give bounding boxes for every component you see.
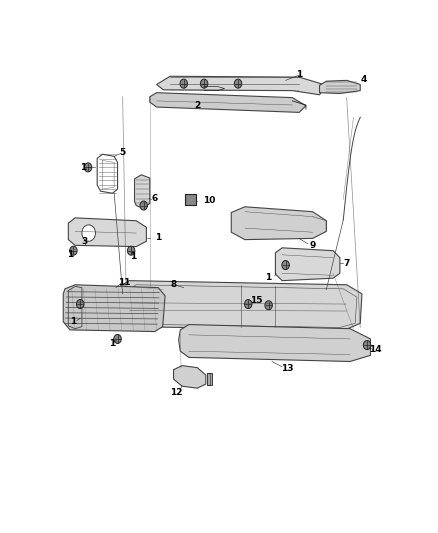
- Circle shape: [244, 300, 252, 309]
- Circle shape: [70, 246, 77, 255]
- Text: 10: 10: [203, 196, 215, 205]
- Text: 9: 9: [310, 241, 316, 250]
- Circle shape: [200, 79, 208, 88]
- Polygon shape: [276, 248, 340, 281]
- Circle shape: [282, 261, 290, 270]
- Text: 1: 1: [67, 251, 73, 259]
- Polygon shape: [150, 93, 306, 112]
- Text: 13: 13: [281, 364, 293, 373]
- Text: 15: 15: [251, 296, 263, 305]
- Circle shape: [82, 225, 95, 241]
- Polygon shape: [231, 207, 326, 240]
- Text: 1: 1: [70, 317, 77, 326]
- Polygon shape: [63, 285, 165, 332]
- Bar: [185, 195, 196, 205]
- Text: 14: 14: [369, 345, 382, 354]
- Polygon shape: [156, 76, 326, 95]
- Text: 1: 1: [155, 233, 162, 242]
- Circle shape: [363, 341, 371, 350]
- Text: 1: 1: [110, 340, 116, 349]
- Circle shape: [77, 300, 84, 309]
- Text: 6: 6: [152, 194, 158, 203]
- Polygon shape: [68, 218, 146, 247]
- Text: 2: 2: [194, 101, 201, 110]
- Polygon shape: [320, 80, 360, 93]
- Circle shape: [180, 79, 187, 88]
- Polygon shape: [119, 281, 362, 330]
- Text: 5: 5: [120, 148, 126, 157]
- Polygon shape: [173, 366, 206, 388]
- Circle shape: [114, 334, 121, 343]
- Text: 7: 7: [343, 259, 350, 268]
- Text: 3: 3: [81, 237, 88, 246]
- Text: 12: 12: [170, 388, 183, 397]
- Circle shape: [140, 201, 148, 210]
- Text: 1: 1: [296, 70, 302, 79]
- Circle shape: [265, 301, 272, 310]
- Polygon shape: [134, 175, 150, 208]
- Circle shape: [127, 246, 135, 255]
- Text: 1: 1: [81, 163, 87, 172]
- Text: 1: 1: [265, 273, 272, 282]
- Text: 8: 8: [170, 280, 177, 289]
- Text: 4: 4: [360, 75, 367, 84]
- Circle shape: [84, 163, 92, 172]
- Text: 11: 11: [118, 278, 131, 287]
- Circle shape: [234, 79, 242, 88]
- Polygon shape: [179, 325, 371, 361]
- Bar: [207, 373, 212, 385]
- Text: 1: 1: [130, 252, 136, 261]
